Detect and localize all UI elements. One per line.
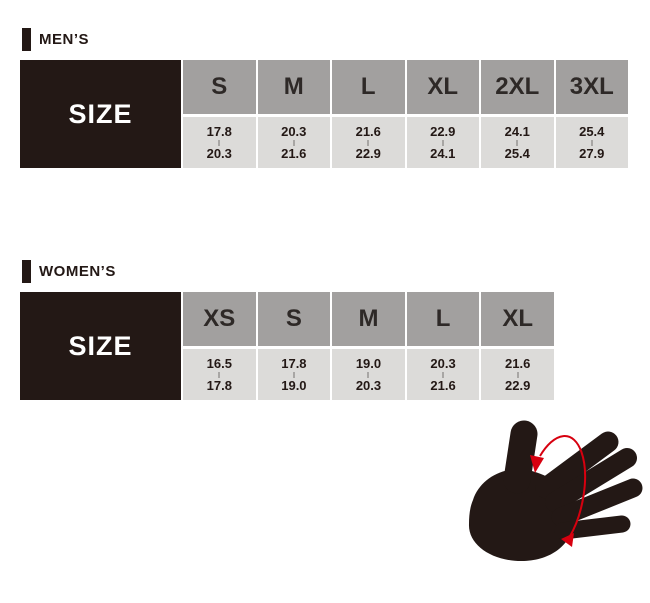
range-min: 20.3 <box>281 123 307 139</box>
section-header: WOMEN’S <box>22 260 554 283</box>
range-max: 27.9 <box>579 145 605 161</box>
range-min: 24.1 <box>504 123 530 139</box>
size-column: XS 16.5 17.8 <box>183 292 256 400</box>
size-column: L 21.6 22.9 <box>332 60 405 168</box>
hand-silhouette <box>468 420 643 562</box>
range-max: 21.6 <box>430 377 456 393</box>
range-tick <box>292 371 295 378</box>
range-max: 20.3 <box>355 377 382 393</box>
range-cell: 19.0 20.3 <box>332 349 405 400</box>
range-min: 21.6 <box>505 355 531 371</box>
range-max: 22.9 <box>505 377 531 393</box>
size-header-cell: M <box>332 292 405 346</box>
range-tick <box>367 371 370 378</box>
size-header-cell: XL <box>481 292 554 346</box>
range-tick <box>516 139 519 146</box>
section-title: WOMEN’S <box>39 263 116 280</box>
range-cell: 25.4 27.9 <box>555 117 628 168</box>
range-min: 19.0 <box>355 355 382 371</box>
hand-measurement-illustration <box>428 408 648 598</box>
range-min: 22.9 <box>430 123 456 139</box>
section-header: MEN’S <box>22 28 628 51</box>
size-column: L 20.3 21.6 <box>406 292 480 400</box>
size-header-cell: L <box>406 292 480 346</box>
size-table: SIZE XS 16.5 17.8 S 17.8 19.0 M 19.0 20.3 L 20.3 21… <box>20 292 554 400</box>
range-max: 24.1 <box>430 145 456 161</box>
range-cell: 17.8 19.0 <box>257 349 331 400</box>
range-cell: 22.9 24.1 <box>406 117 479 168</box>
range-tick <box>218 139 221 146</box>
size-column: S 17.8 20.3 <box>183 60 256 168</box>
range-min: 20.3 <box>430 355 456 371</box>
size-header-cell: L <box>332 60 405 114</box>
size-column: XL 22.9 24.1 <box>406 60 479 168</box>
range-cell: 17.8 20.3 <box>183 117 256 168</box>
size-header-cell: XL <box>406 60 479 114</box>
range-max: 22.9 <box>355 145 381 161</box>
size-header-cell: S <box>257 292 331 346</box>
size-column: M 20.3 21.6 <box>257 60 330 168</box>
size-table: SIZE S 17.8 20.3 M 20.3 21.6 L 21.6 22.9 XL 22.9 24… <box>20 60 628 168</box>
size-header-cell: S <box>183 60 256 114</box>
size-chart-section: WOMEN’S SIZE XS 16.5 17.8 S 17.8 19.0 M 19.0 20.… <box>20 260 554 400</box>
range-min: 16.5 <box>206 355 232 371</box>
size-column: 3XL 25.4 27.9 <box>555 60 628 168</box>
section-title: MEN’S <box>39 31 90 48</box>
measure-loop-icon <box>530 435 587 547</box>
range-tick <box>516 371 519 378</box>
size-label-text: SIZE <box>68 330 133 361</box>
size-label-cell: SIZE <box>20 60 181 168</box>
size-header-cell: M <box>257 60 330 114</box>
size-column: M 19.0 20.3 <box>332 292 405 400</box>
size-header-cell: XS <box>183 292 256 346</box>
size-label-cell: SIZE <box>20 292 181 400</box>
range-max: 19.0 <box>281 377 307 393</box>
section-marker-bar <box>22 260 31 283</box>
size-columns: S 17.8 20.3 M 20.3 21.6 L 21.6 22.9 XL 22.9 24.1 2XL… <box>181 60 628 168</box>
range-tick <box>292 139 295 146</box>
size-column: S 17.8 19.0 <box>257 292 331 400</box>
range-tick <box>441 139 444 146</box>
size-header-cell: 3XL <box>555 60 628 114</box>
size-label-text: SIZE <box>68 98 133 129</box>
range-max: 17.8 <box>206 377 232 393</box>
range-cell: 21.6 22.9 <box>332 117 405 168</box>
range-tick <box>367 139 370 146</box>
range-min: 17.8 <box>281 355 307 371</box>
range-min: 21.6 <box>355 123 381 139</box>
range-min: 25.4 <box>579 123 605 139</box>
range-min: 17.8 <box>206 123 232 139</box>
range-cell: 16.5 17.8 <box>183 349 256 400</box>
size-header-cell: 2XL <box>481 60 554 114</box>
range-cell: 20.3 21.6 <box>257 117 330 168</box>
range-tick <box>590 139 593 146</box>
size-chart-section: MEN’S SIZE S 17.8 20.3 M 20.3 21.6 L 21.6 22.9 XL… <box>20 28 628 168</box>
section-marker-bar <box>22 28 31 51</box>
range-tick <box>218 371 221 378</box>
range-cell: 24.1 25.4 <box>481 117 554 168</box>
range-tick <box>442 371 445 378</box>
size-columns: XS 16.5 17.8 S 17.8 19.0 M 19.0 20.3 L 20.3 21.6 XL 2… <box>181 292 554 400</box>
range-max: 25.4 <box>504 145 530 161</box>
range-cell: 20.3 21.6 <box>406 349 480 400</box>
size-column: XL 21.6 22.9 <box>481 292 554 400</box>
range-max: 21.6 <box>281 145 307 161</box>
range-cell: 21.6 22.9 <box>481 349 554 400</box>
size-column: 2XL 24.1 25.4 <box>481 60 554 168</box>
range-max: 20.3 <box>206 145 232 161</box>
